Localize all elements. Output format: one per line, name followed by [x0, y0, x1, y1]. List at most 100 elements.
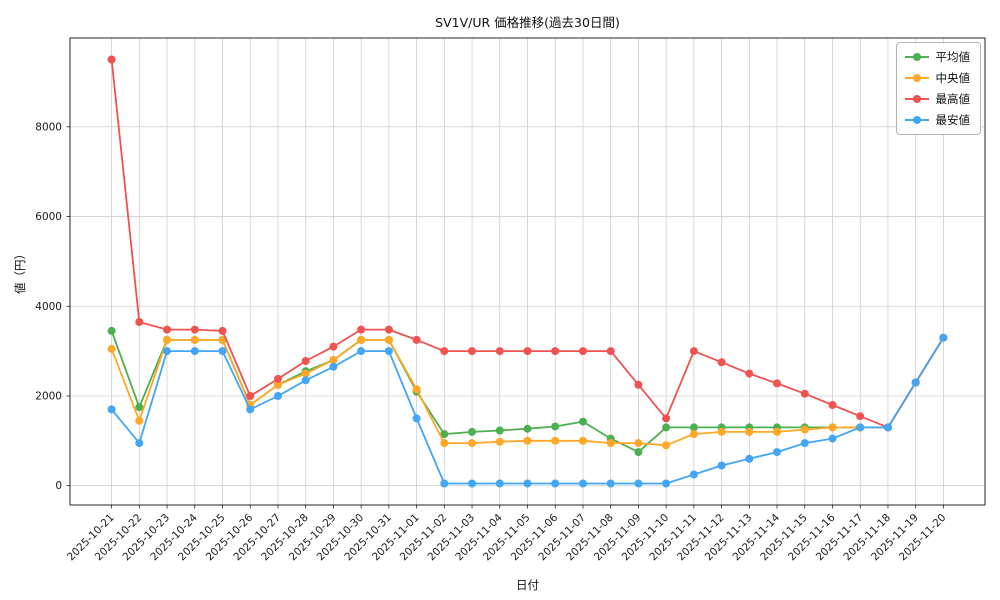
y-tick-label: 8000 [35, 121, 62, 133]
data-point-median [800, 425, 809, 434]
data-point-median [107, 344, 116, 353]
y-tick-labels: 0 2000 4000 6000 8000 [35, 121, 62, 492]
data-point-mean [551, 422, 560, 431]
data-point-max [495, 347, 504, 356]
data-point-mean [135, 403, 144, 412]
legend-item-median: 中央値 [904, 70, 971, 86]
data-point-max [828, 401, 837, 409]
data-point-max [384, 325, 393, 334]
data-point-median [468, 439, 476, 448]
data-point-median [495, 437, 504, 446]
legend-label-median: 中央値 [935, 71, 971, 85]
series-min [107, 333, 948, 488]
data-point-max [357, 325, 366, 334]
y-axis-label: 値（円） [13, 248, 27, 294]
data-point-min [551, 479, 560, 488]
data-point-min [384, 347, 393, 356]
tick-marks [66, 126, 944, 509]
data-point-median [190, 335, 199, 344]
legend-label-max: 最高値 [935, 92, 971, 106]
data-point-median [606, 439, 615, 448]
data-point-min [107, 405, 116, 414]
data-point-median [329, 356, 338, 365]
data-point-min [606, 479, 615, 488]
data-point-mean [440, 430, 449, 439]
data-point-median [357, 335, 366, 344]
data-point-min [579, 479, 587, 488]
data-point-max [717, 358, 726, 367]
data-point-min [357, 347, 366, 356]
legend-marker-mean [904, 52, 929, 63]
data-point-max [579, 347, 587, 356]
legend-marker-median [904, 73, 929, 84]
y-tick-label: 6000 [35, 211, 62, 223]
data-point-max [662, 414, 671, 423]
data-point-min [662, 479, 671, 488]
data-point-min [163, 347, 171, 356]
legend-label-min: 最安値 [935, 113, 971, 127]
data-point-mean [468, 427, 476, 436]
legend-marker-max [904, 94, 929, 105]
data-point-median [218, 335, 227, 344]
data-point-median [163, 335, 171, 344]
data-point-max [107, 55, 116, 64]
y-tick-label: 2000 [35, 390, 62, 402]
data-point-median [301, 369, 310, 378]
data-point-median [384, 335, 393, 344]
y-tick-label: 4000 [35, 301, 62, 313]
data-point-mean [107, 326, 116, 335]
data-point-min [274, 392, 282, 400]
legend: 平均値中央値最高値最安値 [895, 42, 981, 135]
data-point-max [745, 369, 754, 378]
data-point-median [412, 385, 421, 394]
data-point-max [135, 318, 144, 326]
data-point-max [468, 347, 476, 356]
data-point-median [745, 427, 754, 436]
data-point-median [634, 439, 643, 448]
legend-label-mean: 平均値 [935, 50, 971, 64]
data-point-median [828, 423, 837, 432]
data-point-max [634, 380, 643, 389]
data-point-max [606, 347, 615, 356]
data-point-median [274, 380, 282, 389]
data-point-median [773, 427, 781, 436]
data-point-min [468, 479, 476, 488]
data-point-min [135, 439, 144, 448]
legend-marker-min [904, 115, 929, 126]
data-point-min [689, 470, 698, 479]
data-point-mean [579, 417, 587, 426]
data-point-max [163, 325, 171, 334]
legend-item-min: 最安値 [904, 112, 971, 128]
legend-item-max: 最高値 [904, 91, 971, 107]
data-point-min [523, 479, 532, 488]
data-point-min [190, 347, 199, 356]
data-point-mean [523, 424, 532, 433]
data-point-max [523, 347, 532, 356]
x-axis-label: 日付 [516, 578, 539, 592]
data-point-max [190, 325, 199, 334]
data-point-median [689, 430, 698, 439]
data-point-max [440, 347, 449, 356]
data-point-median [717, 427, 726, 436]
chart-title: SV1V/UR 価格推移(過去30日間) [435, 15, 620, 30]
axes-border [69, 37, 986, 506]
grid [70, 38, 985, 505]
data-point-mean [689, 423, 698, 432]
data-point-mean [634, 448, 643, 457]
data-point-max [274, 374, 282, 383]
data-point-max [689, 347, 698, 356]
data-point-min [218, 347, 227, 356]
data-point-min [939, 333, 948, 342]
data-point-median [523, 436, 532, 445]
data-point-mean [495, 426, 504, 435]
data-point-max [412, 335, 421, 344]
data-point-max [773, 379, 781, 388]
data-point-median [135, 416, 144, 425]
data-point-min [246, 405, 255, 414]
data-point-max [856, 412, 865, 421]
data-point-min [495, 479, 504, 488]
data-point-min [800, 439, 809, 448]
data-point-max [800, 389, 809, 398]
data-point-min [412, 414, 421, 423]
